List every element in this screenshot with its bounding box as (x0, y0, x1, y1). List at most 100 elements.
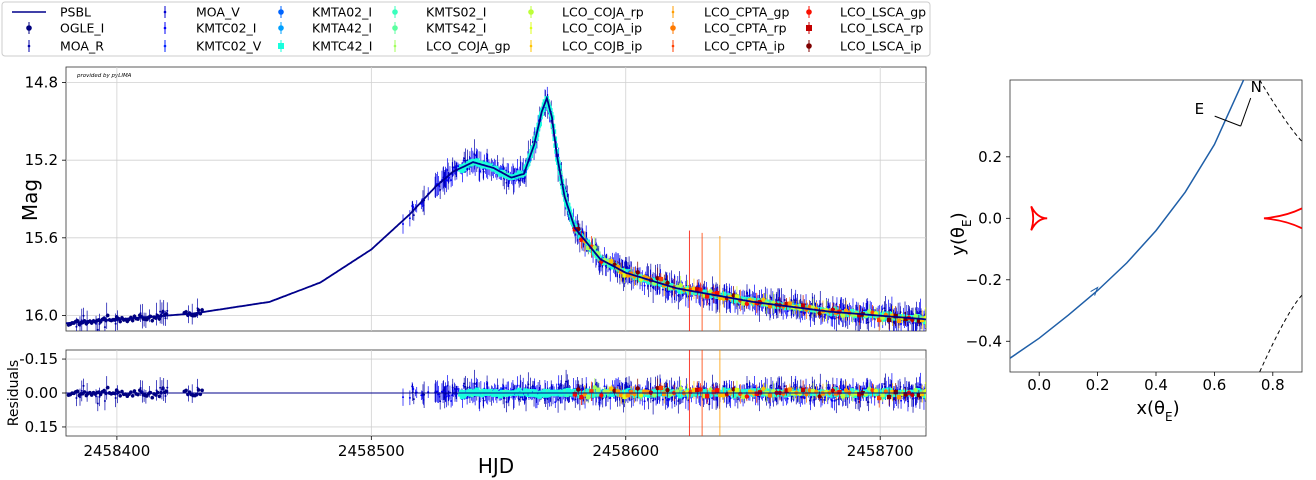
data-point (408, 217, 411, 220)
legend-label: MOA_V (196, 5, 240, 20)
residual-point (451, 386, 454, 389)
data-point (412, 206, 415, 209)
data-point (708, 289, 713, 294)
data-point (595, 251, 601, 256)
residual-point (863, 387, 866, 390)
residual-point (527, 383, 530, 386)
residual-point (98, 395, 101, 398)
data-point (912, 321, 915, 324)
legend-marker (671, 44, 675, 48)
residual-point (456, 388, 459, 391)
legend-marker (806, 43, 812, 49)
legend-marker (27, 44, 31, 48)
data-point (78, 324, 81, 327)
residual-point (601, 397, 604, 400)
residual-point (786, 397, 789, 400)
residual-point (823, 398, 826, 401)
residual-point (466, 396, 469, 399)
residual-point (130, 394, 135, 398)
data-point (867, 309, 872, 314)
data-point (741, 301, 746, 306)
residual-point (102, 388, 106, 393)
residual-point (150, 395, 155, 400)
residual-point (184, 388, 188, 393)
legend-marker (163, 26, 167, 30)
data-point (783, 299, 786, 302)
data-point (75, 325, 78, 328)
data-point (886, 317, 892, 323)
residual-point (436, 390, 439, 393)
residual-point (141, 390, 144, 393)
data-point (402, 223, 405, 226)
data-point (691, 286, 697, 292)
legend-frame (1, 1, 931, 57)
legend-marker (806, 9, 812, 15)
data-point (96, 328, 99, 331)
residual-point (661, 398, 664, 401)
residual-point (445, 395, 448, 398)
residual-point (78, 396, 81, 399)
residual-point (484, 395, 487, 398)
data-point (734, 294, 740, 299)
residual-point (116, 390, 121, 395)
data-point (162, 311, 165, 314)
pylima-annotation: provided by pyLIMA (76, 73, 132, 79)
legend-marker (670, 25, 676, 31)
data-point (450, 179, 453, 182)
residual-point (571, 397, 574, 400)
data-point (832, 306, 838, 312)
residual-point (557, 398, 560, 401)
data-point (819, 303, 822, 306)
data-point (803, 311, 806, 314)
data-point (817, 311, 822, 316)
residual-point (82, 384, 85, 387)
residual-point (842, 386, 845, 389)
residual-point (831, 399, 834, 402)
residuals-ylabel: Residuals (6, 360, 22, 426)
residual-point (105, 385, 110, 390)
data-point (625, 273, 630, 278)
legend-marker (529, 26, 533, 30)
lightcurve-ytick-label: 15.6 (25, 229, 58, 247)
data-point (478, 170, 481, 173)
legend-label: KMTS42_I (426, 21, 486, 36)
legend-marker (529, 44, 533, 48)
residual-point (711, 397, 714, 400)
residuals-ytick-label: 0.00 (25, 384, 58, 402)
data-point (103, 326, 106, 329)
data-point (800, 303, 806, 308)
data-point (82, 314, 85, 317)
residual-point (574, 398, 577, 401)
residual-point (162, 388, 165, 391)
residual-point (478, 400, 481, 403)
residual-point (505, 387, 508, 390)
data-point (184, 310, 188, 314)
residual-point (461, 393, 467, 399)
data-point (585, 245, 591, 251)
data-point (642, 275, 647, 280)
residual-point (899, 385, 902, 388)
legend-marker (671, 10, 675, 14)
residuals-ytick-label: 0.15 (25, 418, 58, 436)
residual-point (867, 401, 870, 404)
residual-point (482, 399, 485, 402)
data-point (615, 265, 621, 270)
residual-point (729, 397, 732, 400)
data-point (592, 245, 597, 250)
residual-point (508, 396, 511, 399)
legend-label: LCO_LSCA_ip (840, 39, 922, 54)
legend-label: LCO_CPTA_rp (704, 21, 787, 36)
legend-label: LCO_COJA_gp (426, 39, 511, 54)
data-point (585, 239, 591, 245)
data-point (857, 312, 862, 318)
legend-label: KMTC42_I (312, 39, 372, 54)
data-point (880, 315, 885, 320)
residual-point (132, 389, 137, 393)
residual-point (502, 386, 505, 389)
residual-point (157, 394, 162, 399)
data-point (200, 308, 204, 312)
residual-point (80, 389, 83, 392)
data-point (196, 308, 201, 312)
legend-label: KMTC02_V (196, 39, 262, 54)
data-point (883, 307, 886, 310)
